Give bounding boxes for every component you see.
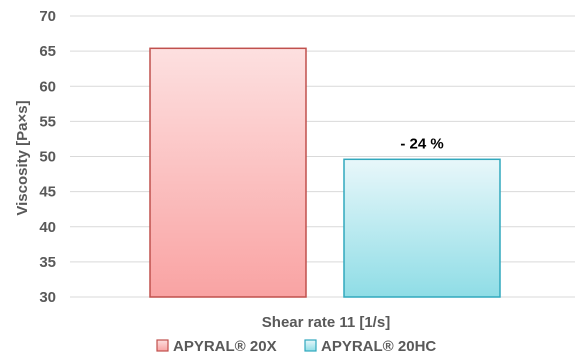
legend-swatch [304, 339, 317, 352]
x-axis-label: Shear rate 11 [1/s] [262, 314, 390, 331]
y-tick-label: 70 [39, 8, 56, 25]
y-tick-label: 55 [39, 113, 56, 130]
y-axis-label: Viscosity [Pa×s] [14, 100, 31, 215]
annotation-label: - 24 % [400, 135, 443, 152]
y-tick-label: 50 [39, 149, 56, 166]
y-tick-label: 45 [39, 184, 56, 201]
y-tick-label: 35 [39, 254, 56, 271]
y-tick-label: 30 [39, 289, 56, 306]
y-tick-labels: 30 35 40 45 50 55 60 65 70 [39, 8, 56, 306]
legend-label: APYRAL® 20HC [321, 338, 436, 355]
bar-apyral-20hc [343, 158, 501, 298]
y-tick-label: 65 [39, 43, 56, 60]
legend-swatch [156, 339, 169, 352]
bars [149, 47, 501, 298]
legend-label: APYRAL® 20X [173, 338, 277, 355]
y-tick-label: 60 [39, 78, 56, 95]
legend: APYRAL® 20X APYRAL® 20HC [156, 338, 436, 355]
bar-apyral-20x [149, 47, 307, 298]
y-tick-label: 40 [39, 219, 56, 236]
annotations: - 24 % [400, 135, 443, 152]
